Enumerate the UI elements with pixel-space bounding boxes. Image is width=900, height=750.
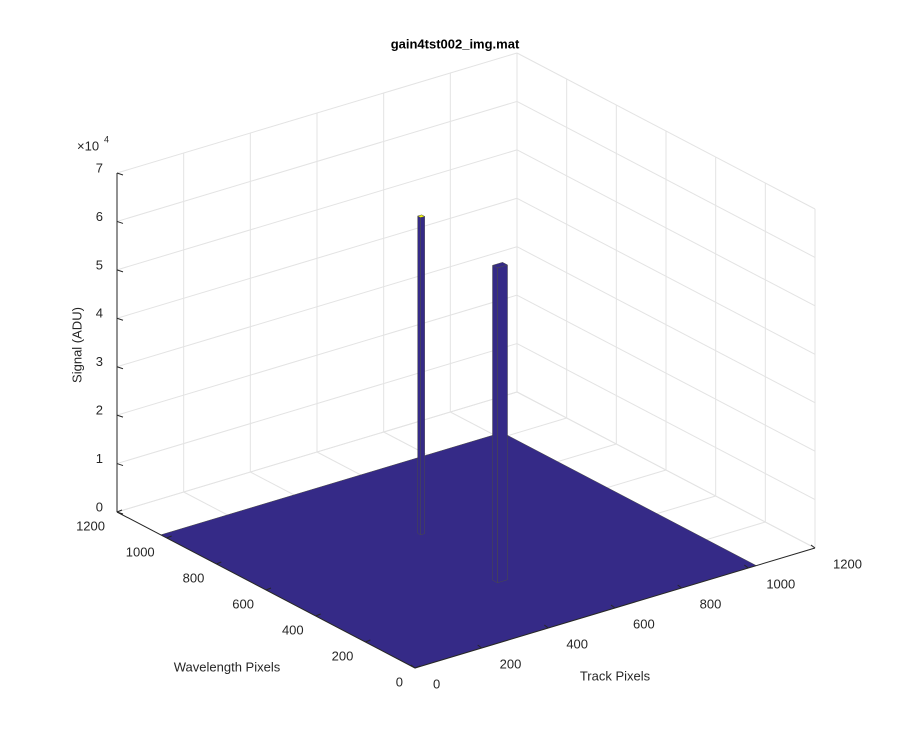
x-axis-label: Track Pixels bbox=[580, 668, 651, 683]
z-tick-label: 0 bbox=[96, 499, 103, 514]
peak-face bbox=[420, 216, 425, 536]
z-multiplier: ×10 bbox=[77, 138, 99, 153]
y-tick-label: 200 bbox=[332, 648, 354, 663]
grid-line bbox=[116, 197, 518, 319]
peak-face bbox=[417, 215, 421, 536]
tick-mark bbox=[116, 172, 124, 176]
grid-line bbox=[516, 246, 816, 404]
tick-mark bbox=[544, 624, 549, 629]
z-axis-label: Signal (ADU) bbox=[69, 307, 84, 383]
grid-line bbox=[516, 391, 816, 549]
y-tick-label: 600 bbox=[232, 596, 254, 611]
tick-mark bbox=[116, 463, 124, 467]
grid-line bbox=[516, 343, 816, 501]
x-tick-label: 600 bbox=[633, 616, 655, 631]
tick-mark bbox=[116, 509, 123, 513]
grid-line bbox=[116, 52, 518, 174]
z-multiplier-exponent: 4 bbox=[104, 134, 109, 144]
tick-mark bbox=[365, 639, 371, 643]
grid-line bbox=[116, 100, 518, 222]
z-tick-label: 3 bbox=[96, 354, 103, 369]
grid-line bbox=[116, 343, 518, 465]
grid-line bbox=[516, 294, 816, 452]
peak-face bbox=[492, 264, 498, 584]
tick-mark bbox=[315, 613, 321, 617]
grid-line bbox=[516, 100, 816, 258]
z-tick-label: 6 bbox=[96, 209, 103, 224]
y-tick-label: 1000 bbox=[126, 544, 155, 559]
grid-line bbox=[516, 197, 816, 355]
grid-line bbox=[116, 246, 518, 368]
chart-title: gain4tst002_img.mat bbox=[391, 36, 520, 51]
y-tick-label: 0 bbox=[396, 674, 403, 689]
tick-mark bbox=[477, 644, 482, 649]
x-tick-label: 0 bbox=[433, 676, 440, 691]
z-tick-label: 4 bbox=[96, 306, 103, 321]
y-tick-label: 400 bbox=[282, 622, 304, 637]
tick-mark bbox=[744, 564, 749, 569]
tick-mark bbox=[166, 535, 172, 539]
peak-face bbox=[497, 264, 508, 584]
grid-line bbox=[516, 52, 816, 210]
grid-line bbox=[116, 149, 518, 271]
tick-mark bbox=[677, 584, 682, 589]
grid-line bbox=[116, 391, 518, 513]
x-tick-label: 800 bbox=[700, 596, 722, 611]
z-tick-label: 7 bbox=[96, 160, 103, 175]
x-tick-label: 1200 bbox=[833, 556, 862, 571]
tick-mark bbox=[116, 317, 124, 321]
y-tick-label: 1200 bbox=[76, 518, 105, 533]
peak-top bbox=[491, 262, 509, 269]
x-tick-label: 400 bbox=[566, 636, 588, 651]
tick-mark bbox=[216, 561, 222, 565]
y-tick-label: 800 bbox=[183, 570, 205, 585]
tick-mark bbox=[610, 604, 616, 609]
tick-mark bbox=[116, 366, 124, 370]
tick-mark bbox=[265, 587, 272, 591]
tick-mark bbox=[116, 220, 124, 224]
grid-line bbox=[516, 149, 816, 307]
peak-top bbox=[417, 214, 426, 218]
tick-mark bbox=[116, 414, 124, 418]
z-tick-label: 5 bbox=[96, 257, 103, 272]
z-tick-label: 1 bbox=[96, 451, 103, 466]
z-tick-label: 2 bbox=[96, 403, 103, 418]
x-tick-label: 200 bbox=[500, 656, 522, 671]
tick-mark bbox=[414, 665, 421, 669]
grid-line bbox=[116, 294, 518, 416]
tick-mark bbox=[116, 269, 124, 273]
tick-mark bbox=[410, 664, 416, 669]
tick-mark bbox=[116, 511, 124, 515]
x-tick-label: 1000 bbox=[766, 576, 795, 591]
y-axis-label: Wavelength Pixels bbox=[174, 659, 281, 674]
tick-mark bbox=[810, 544, 816, 549]
